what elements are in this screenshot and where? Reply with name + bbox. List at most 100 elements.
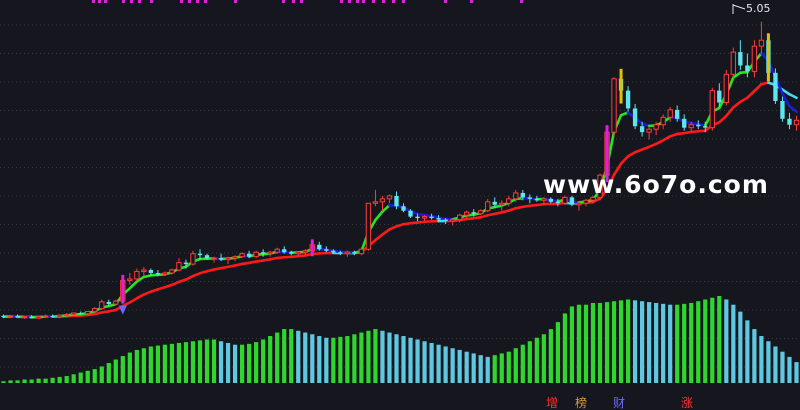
slow-line-segment: [128, 297, 139, 304]
top-tick: [402, 0, 405, 3]
candle-body: [358, 248, 365, 255]
candle-body: [463, 211, 470, 216]
volume-histogram: [1, 296, 799, 383]
signal-label-cai: 财: [613, 396, 625, 410]
histogram-bar: [197, 340, 203, 383]
histogram-bar: [668, 304, 673, 383]
candle-body: [520, 192, 525, 198]
histogram-bar: [590, 302, 596, 383]
candle-body: [295, 251, 301, 255]
candle-body: [63, 313, 70, 316]
top-tick: [382, 0, 385, 3]
histogram-bar: [555, 322, 560, 383]
candle-body: [625, 90, 631, 109]
signal-arrow-icon: [118, 305, 127, 315]
histogram-bar: [373, 329, 378, 383]
fast-line-segment: [732, 71, 742, 79]
histogram-bar: [682, 303, 687, 383]
histogram-bar: [787, 356, 792, 383]
histogram-bar: [352, 334, 357, 383]
histogram-bar: [661, 303, 666, 383]
candle-body: [352, 252, 357, 254]
histogram-bar: [50, 377, 55, 383]
histogram-bar: [310, 334, 315, 383]
fast-line-segment: [781, 92, 791, 108]
candle-body: [436, 218, 441, 220]
candle-body: [1, 315, 6, 317]
top-tick: [150, 0, 153, 3]
histogram-bar: [211, 339, 217, 383]
candle-body: [127, 278, 133, 281]
histogram-bar: [408, 337, 413, 383]
histogram-bar: [773, 346, 778, 383]
candle-body: [42, 315, 49, 318]
candle-body: [682, 118, 687, 128]
watermark-text: www.6o7o.com: [543, 170, 769, 199]
histogram-bar: [15, 380, 20, 383]
candle-body: [141, 269, 147, 272]
candle-body: [780, 101, 785, 119]
histogram-bar: [527, 341, 532, 383]
candle-body: [92, 308, 98, 313]
histogram-bar: [696, 301, 701, 383]
top-tick: [92, 0, 95, 3]
histogram-bar: [359, 332, 364, 383]
histogram-bar: [183, 342, 189, 383]
histogram-bar: [597, 302, 603, 383]
slow-line-segment: [725, 106, 735, 118]
top-tick: [204, 0, 207, 3]
candle-body: [443, 219, 448, 222]
bottom-signal-labels: 增 榜 财 涨: [546, 395, 693, 410]
candle-body: [197, 253, 203, 256]
top-tick: [292, 0, 295, 3]
peak-flag-icon: [732, 4, 746, 14]
slow-line-segment: [654, 139, 665, 146]
signal-bar: [619, 68, 623, 104]
histogram-bar: [324, 337, 329, 383]
candle-body: [717, 90, 722, 103]
top-tick: [196, 0, 199, 3]
candle-body: [667, 109, 673, 118]
candle-body: [730, 51, 737, 75]
histogram-bar: [232, 344, 238, 383]
candle-body: [646, 128, 652, 133]
candle-body: [267, 251, 273, 255]
candle-body: [239, 253, 245, 258]
candle-body: [590, 196, 596, 201]
candle-body: [344, 251, 351, 255]
histogram-bar: [513, 348, 518, 383]
histogram-bar: [190, 341, 196, 383]
histogram-bar: [548, 329, 553, 383]
candle-body: [506, 198, 512, 204]
candle-body: [113, 300, 119, 305]
histogram-bar: [22, 379, 27, 383]
histogram-bar: [794, 362, 799, 383]
signal-bar: [121, 274, 125, 304]
candle-body: [282, 249, 287, 253]
candle-body: [99, 301, 105, 310]
candle-body: [372, 201, 379, 204]
slow-line-segment: [374, 233, 384, 242]
candle-body: [611, 78, 617, 133]
histogram-bar: [169, 343, 175, 383]
top-tick: [362, 0, 365, 3]
candle-body: [302, 250, 308, 253]
candle-body: [408, 210, 413, 217]
fast-line-segment: [381, 203, 391, 213]
histogram-bar: [1, 381, 6, 383]
histogram-bar: [247, 343, 252, 383]
histogram-bar: [92, 369, 97, 383]
histogram-bar: [611, 301, 617, 383]
candle-body: [738, 52, 743, 66]
histogram-bar: [443, 346, 448, 383]
candle-body: [331, 250, 336, 253]
candle-body: [576, 202, 582, 206]
histogram-bar: [162, 344, 168, 383]
top-tick: [392, 0, 395, 3]
top-tick: [340, 0, 343, 3]
candle-body: [429, 216, 434, 219]
candle-body: [50, 315, 55, 317]
histogram-bar: [485, 356, 490, 383]
histogram-bar: [759, 336, 764, 383]
